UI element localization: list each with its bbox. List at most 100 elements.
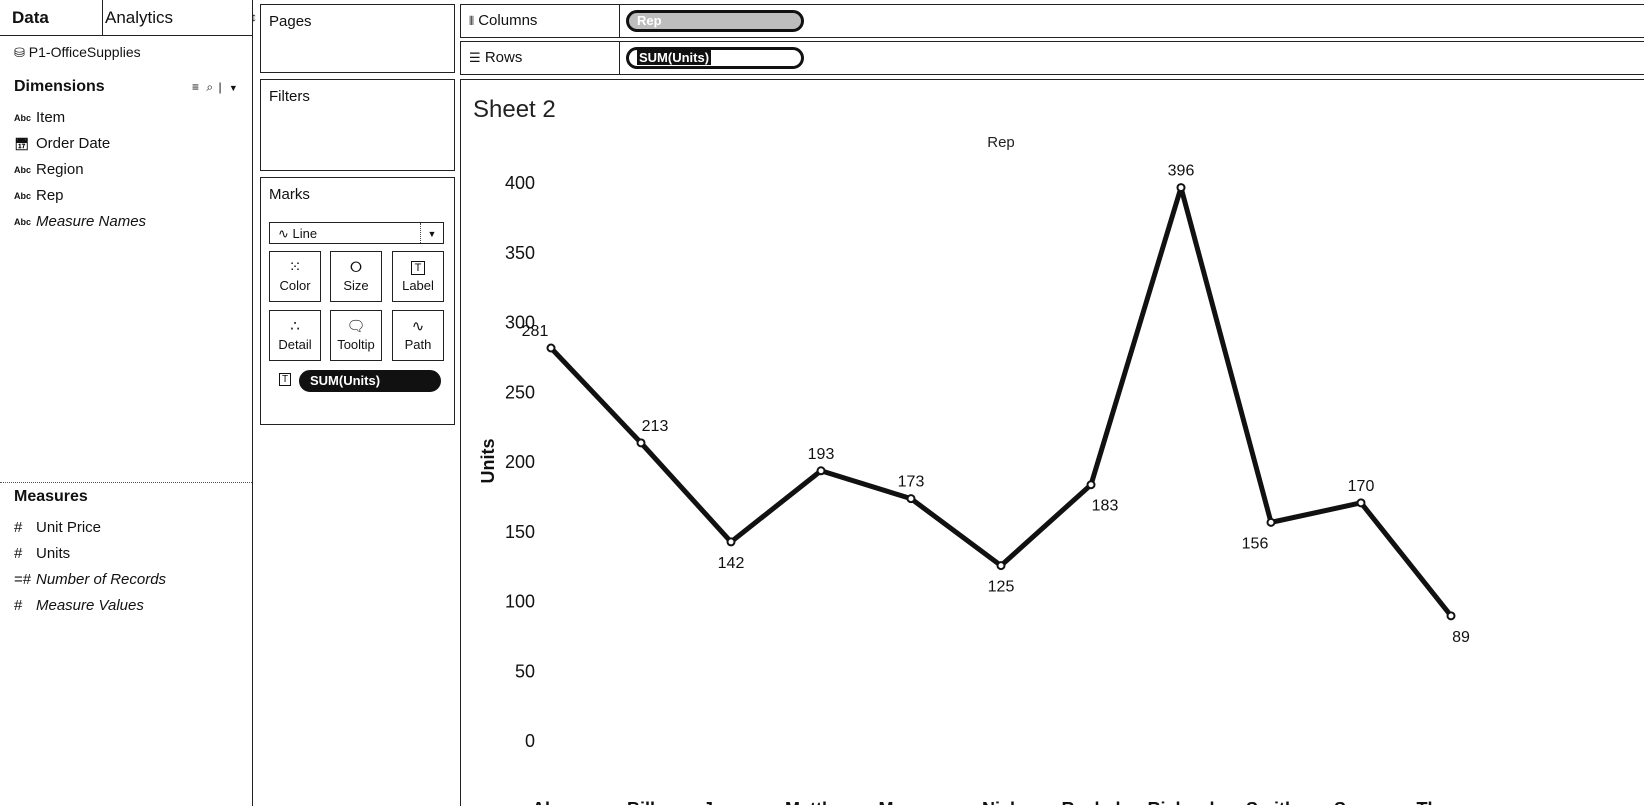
columns-label: Columns	[478, 12, 538, 29]
dimension-item[interactable]: 📅︎ Order Date	[14, 134, 110, 154]
measure-item[interactable]: # Units	[14, 544, 70, 564]
data-label: 142	[718, 555, 745, 572]
filters-shelf[interactable]: Filters	[260, 79, 455, 171]
x-tick-label: Richard	[1147, 799, 1214, 805]
data-label: 170	[1348, 478, 1375, 495]
y-tick-label: 100	[505, 592, 535, 612]
abc-icon: Abc	[14, 191, 32, 202]
dimensions-header: Dimensions	[14, 78, 105, 95]
measure-label: Unit Price	[36, 519, 102, 536]
data-point	[1266, 517, 1276, 527]
dimension-item[interactable]: Abc Region	[14, 160, 84, 180]
rows-label-wrap: ☰ Rows	[469, 42, 522, 74]
x-tick-label: Susan	[1334, 799, 1388, 805]
dimensions-tools: ≡ ⌕ | ▼	[192, 80, 238, 95]
tab-analytics[interactable]: Analytics ↕	[91, 0, 265, 35]
color-button[interactable]: ⁙ Color	[269, 251, 321, 302]
data-label: 281	[522, 323, 549, 340]
rows-shelf[interactable]: ☰ Rows SUM(Units)	[460, 41, 1644, 75]
chevron-down-icon[interactable]: ▼	[420, 223, 443, 243]
rows-pill[interactable]: SUM(Units)	[626, 47, 804, 69]
pages-shelf[interactable]: Pages	[260, 4, 455, 73]
data-label: 396	[1168, 163, 1195, 180]
sheet-view: Sheet 2 Rep Units 0 50 100 150 200 250 300 350 400…	[460, 79, 1644, 806]
x-tick-label: Morgan	[879, 799, 944, 805]
dimension-label: Item	[36, 109, 66, 126]
calculated-number-icon: =#	[14, 571, 32, 589]
abc-icon: Abc	[14, 217, 32, 228]
size-button[interactable]: ⭘ Size	[330, 251, 382, 302]
line-chart[interactable]: Rep Units 0 50 100 150 200 250 300 350 400 Alex 281 B…	[461, 80, 1643, 805]
path-icon: ∿	[411, 318, 425, 335]
data-point	[1446, 611, 1456, 621]
tab-data[interactable]: Data	[0, 0, 103, 35]
number-icon: #	[14, 545, 23, 563]
measure-item[interactable]: # Measure Values	[14, 596, 144, 616]
y-axis-label: Units	[478, 439, 498, 484]
data-point	[996, 561, 1006, 571]
dimension-label: Region	[36, 161, 84, 178]
columns-label-wrap: ⫴ Columns	[469, 5, 537, 37]
list-view-icon[interactable]: ≡	[192, 80, 200, 94]
size-label: Size	[343, 278, 369, 293]
y-tick-label: 50	[515, 661, 535, 681]
measure-item[interactable]: =# Number of Records	[14, 570, 166, 590]
data-point	[1176, 183, 1186, 193]
columns-shelf[interactable]: ⫴ Columns Rep	[460, 4, 1644, 38]
rows-label: Rows	[484, 49, 523, 66]
sheet-title: Sheet 2	[473, 96, 556, 123]
updown-arrow-icon[interactable]: ↕	[251, 10, 257, 24]
measure-label: Measure Values	[36, 597, 144, 614]
line-icon: ∿	[278, 226, 289, 241]
x-tick-label: Nick	[982, 799, 1021, 805]
text-label-icon: T	[393, 258, 443, 278]
data-label: 89	[1452, 629, 1470, 646]
label-button[interactable]: T Label	[392, 251, 444, 302]
path-label: Path	[404, 337, 432, 352]
label-field-pill[interactable]: SUM(Units)	[299, 370, 441, 392]
number-icon: #	[14, 597, 23, 615]
columns-pill[interactable]: Rep	[626, 10, 804, 32]
detail-label: Detail	[278, 337, 312, 352]
tooltip-button[interactable]: 🗨︎ Tooltip	[330, 310, 382, 361]
data-point	[726, 537, 736, 547]
measure-item[interactable]: # Unit Price	[14, 518, 101, 538]
measures-header: Measures	[14, 488, 88, 505]
data-point	[1356, 498, 1366, 508]
x-tick-label: James	[703, 799, 759, 805]
mark-type-select[interactable]: ∿ Line ▼	[269, 222, 444, 244]
data-label: 183	[1092, 498, 1119, 515]
datasource-item[interactable]: ⛁ P1-OfficeSupplies	[14, 44, 141, 61]
data-pane: Data Analytics ↕ ⛁ P1-OfficeSupplies Dim…	[0, 0, 257, 806]
dimension-item[interactable]: Abc Measure Names	[14, 212, 146, 232]
data-point	[1086, 480, 1096, 490]
separator: |	[218, 80, 222, 94]
chevron-down-icon[interactable]: ▼	[228, 83, 238, 93]
x-tick-label: Alex	[532, 799, 570, 805]
y-tick-label: 250	[505, 382, 535, 402]
tooltip-label: Tooltip	[337, 337, 375, 352]
text-label-icon: T	[279, 373, 292, 386]
dimension-label: Measure Names	[36, 213, 147, 230]
search-icon[interactable]: ⌕	[206, 80, 214, 94]
path-button[interactable]: ∿ Path	[392, 310, 444, 361]
shelf-separator	[619, 42, 620, 74]
series-line	[548, 185, 1454, 619]
dimension-item[interactable]: Abc Item	[14, 108, 65, 128]
color-icon: ⁙	[288, 259, 302, 276]
pane-divider	[0, 482, 252, 483]
calendar-icon: 📅︎	[14, 137, 30, 152]
data-label: 156	[1242, 535, 1269, 552]
x-tick-label: Thomas	[1416, 799, 1485, 805]
data-point	[636, 438, 646, 448]
shelf-separator	[619, 5, 620, 37]
detail-button[interactable]: ∴ Detail	[269, 310, 321, 361]
x-tick-label: Bill	[627, 799, 655, 805]
dimension-item[interactable]: Abc Rep	[14, 186, 64, 206]
data-label: 125	[988, 579, 1015, 596]
rows-icon: ☰	[469, 50, 481, 65]
mark-type-value: Line	[292, 226, 318, 241]
abc-icon: Abc	[14, 113, 32, 124]
measure-label: Number of Records	[36, 571, 167, 588]
y-tick-label: 200	[505, 452, 535, 472]
